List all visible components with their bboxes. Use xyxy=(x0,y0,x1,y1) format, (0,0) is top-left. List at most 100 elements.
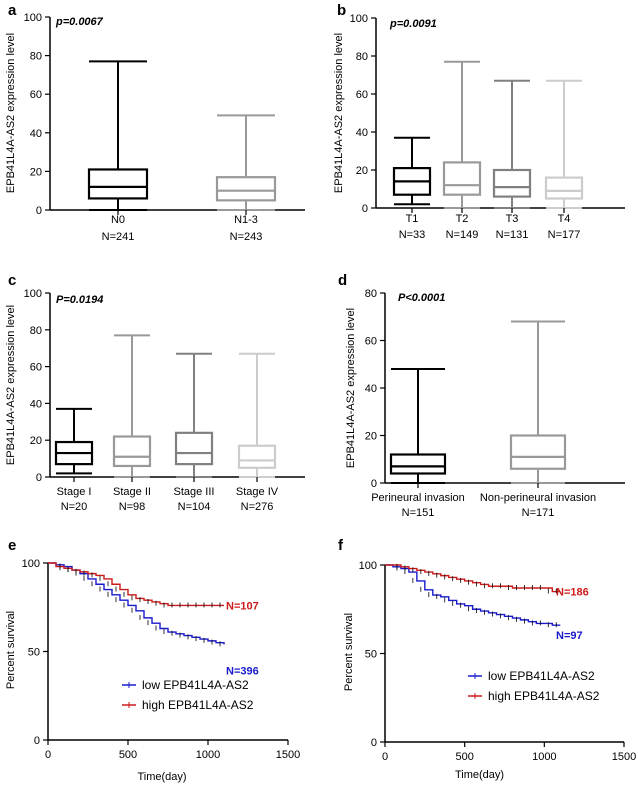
panel-b: b EPB41L4A-AS2 expression level 0 20 40 60 80 1… xyxy=(333,2,625,241)
n-label: N=396 xyxy=(226,665,259,677)
panel-letter: e xyxy=(8,537,16,554)
iqr-box xyxy=(544,176,584,200)
category-label: Stage III xyxy=(174,486,215,498)
y-axis-label: Percent survival xyxy=(5,611,17,689)
category-label: T2 xyxy=(456,213,469,225)
box-0: T1 N=33 xyxy=(392,136,432,241)
p-value: p=0.0091 xyxy=(389,18,437,30)
x-tick-label: 1000 xyxy=(196,749,220,761)
n-label: N=186 xyxy=(556,587,589,599)
y-tick-label: 50 xyxy=(365,649,377,661)
y-axis-label: EPB41L4A-AS2 expression level xyxy=(345,308,357,468)
x-axis-label: Time(day) xyxy=(455,769,504,781)
y-tick-label: 0 xyxy=(371,478,377,490)
box-0: Stage I N=20 xyxy=(54,407,94,513)
y-tick-label: 0 xyxy=(34,735,40,747)
x-tick-label: 1000 xyxy=(532,751,556,763)
y-axis-label: EPB41L4A-AS2 expression level xyxy=(333,33,345,193)
sample-size-label: N=177 xyxy=(548,229,581,241)
panel-c: c EPB41L4A-AS2 expression level 0 20 40 60 80 1… xyxy=(5,272,305,513)
y-tick-label: 50 xyxy=(28,647,40,659)
sample-size-label: N=20 xyxy=(61,501,88,513)
box-2: T3 N=131 xyxy=(492,79,532,241)
y-tick-label: 100 xyxy=(350,13,368,25)
box-0: Perineural invasion N=151 xyxy=(371,368,465,519)
iqr-box xyxy=(87,168,149,200)
x-tick-label: 500 xyxy=(455,751,473,763)
y-tick-label: 100 xyxy=(359,560,377,572)
category-label: Stage II xyxy=(113,486,151,498)
panel-d: d EPB41L4A-AS2 expression level 0 20 40 60 80 P… xyxy=(338,272,625,519)
legend-label: low EPB41L4A-AS2 xyxy=(142,678,249,692)
sample-size-label: N=33 xyxy=(399,229,426,241)
panel-letter: d xyxy=(338,272,347,289)
category-label: Non-perineural invasion xyxy=(480,492,596,504)
iqr-box xyxy=(215,176,277,202)
box-1: Non-perineural invasion N=171 xyxy=(480,320,596,519)
box-3: Stage IV N=276 xyxy=(236,352,279,513)
y-tick-label: 20 xyxy=(30,435,42,447)
box-0: N0 N=241 xyxy=(87,60,149,243)
survival-curve-1 xyxy=(385,564,561,593)
category-label: N0 xyxy=(111,214,125,226)
p-value: P<0.0001 xyxy=(398,292,445,304)
y-tick-label: 20 xyxy=(365,431,377,443)
box-2: Stage III N=104 xyxy=(174,352,215,513)
iqr-box xyxy=(442,161,482,196)
y-tick-label: 20 xyxy=(356,165,368,177)
category-label: Stage IV xyxy=(236,486,279,498)
n-label: N=97 xyxy=(556,630,583,642)
y-axis-label: EPB41L4A-AS2 expression level xyxy=(5,33,17,193)
y-axis-label: Percent survival xyxy=(343,613,355,691)
box-1: N1-3 N=243 xyxy=(215,114,277,243)
sample-size-label: N=171 xyxy=(522,507,555,519)
y-tick-label: 40 xyxy=(30,128,42,140)
panel-letter: b xyxy=(337,2,346,19)
box-1: Stage II N=98 xyxy=(112,334,152,513)
sample-size-label: N=151 xyxy=(402,507,435,519)
category-label: T4 xyxy=(558,213,571,225)
y-tick-label: 40 xyxy=(365,383,377,395)
y-tick-label: 80 xyxy=(30,325,42,337)
iqr-box xyxy=(492,168,532,198)
category-label: T3 xyxy=(506,213,519,225)
sample-size-label: N=241 xyxy=(102,231,135,243)
panel-a: a EPB41L4A-AS2 expression level 0 20 40 60 80 1… xyxy=(5,2,305,243)
category-label: T1 xyxy=(406,213,419,225)
y-tick-label: 40 xyxy=(30,398,42,410)
category-label: Stage I xyxy=(57,486,92,498)
y-tick-label: 60 xyxy=(356,89,368,101)
sample-size-label: N=276 xyxy=(241,501,274,513)
category-label: N1-3 xyxy=(234,214,258,226)
x-tick-label: 1500 xyxy=(276,749,300,761)
iqr-box xyxy=(389,453,447,475)
x-axis-label: Time(day) xyxy=(137,771,186,783)
iqr-box xyxy=(509,434,567,470)
iqr-box xyxy=(112,435,152,468)
y-tick-label: 60 xyxy=(365,336,377,348)
y-tick-label: 80 xyxy=(30,51,42,63)
x-tick-label: 500 xyxy=(119,749,137,761)
y-tick-label: 100 xyxy=(24,288,42,300)
y-tick-label: 40 xyxy=(356,127,368,139)
legend-label: high EPB41L4A-AS2 xyxy=(488,689,600,703)
p-value: p=0.0067 xyxy=(55,16,104,28)
sample-size-label: N=98 xyxy=(119,501,146,513)
survival-curve-0 xyxy=(48,562,225,645)
n-label: N=107 xyxy=(226,600,259,612)
survival-curve-1 xyxy=(48,562,224,607)
panel-letter: f xyxy=(338,537,344,554)
y-tick-label: 100 xyxy=(24,12,42,24)
y-tick-label: 0 xyxy=(362,203,368,215)
y-tick-label: 0 xyxy=(371,737,377,749)
y-tick-label: 100 xyxy=(22,558,40,570)
box-1: T2 N=149 xyxy=(442,60,482,241)
category-label: Perineural invasion xyxy=(371,492,465,504)
y-tick-label: 80 xyxy=(356,51,368,63)
legend-label: low EPB41L4A-AS2 xyxy=(488,669,595,683)
panel-letter: c xyxy=(8,272,16,289)
sample-size-label: N=243 xyxy=(230,231,263,243)
